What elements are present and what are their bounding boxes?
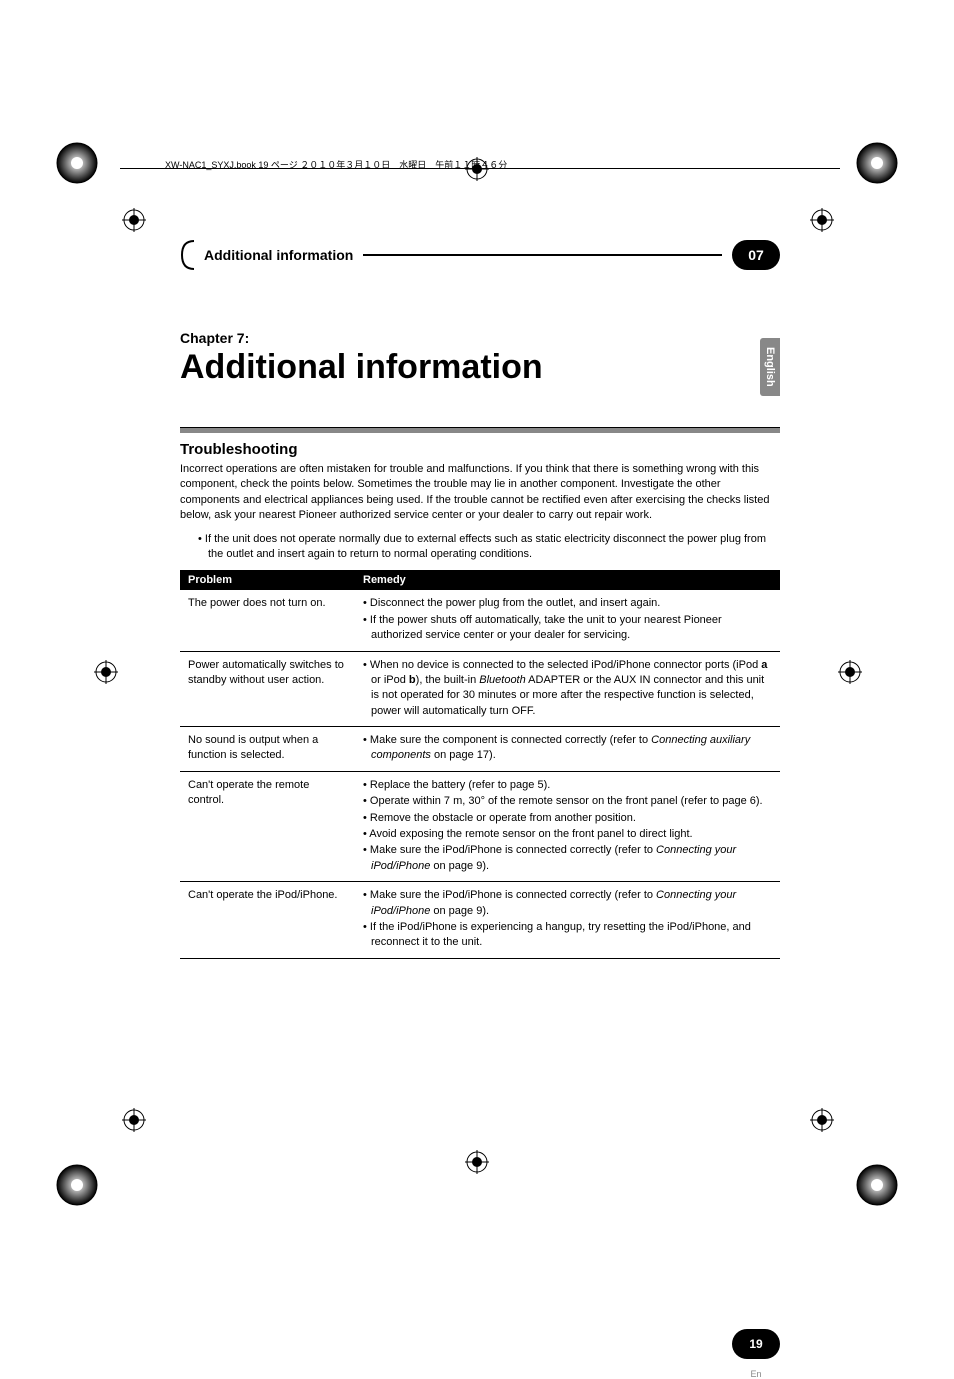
table-row: Power automatically switches to standby …	[180, 651, 780, 727]
remedy-item: • Make sure the iPod/iPhone is connected…	[363, 843, 772, 874]
page-content: Additional information 07 English Chapte…	[180, 240, 780, 959]
corner-gradient-bl	[56, 1164, 98, 1206]
problem-cell: The power does not turn on.	[180, 590, 355, 651]
page-number-badge: 19	[732, 1329, 780, 1359]
problem-cell: No sound is output when a function is se…	[180, 727, 355, 772]
remedy-item: • Replace the battery (refer to page 5).	[363, 778, 772, 793]
remedy-item: • Remove the obstacle or operate from an…	[363, 811, 772, 826]
corner-gradient-tr	[856, 142, 898, 184]
registration-mark	[810, 208, 834, 232]
remedy-item: • Operate within 7 m, 30° of the remote …	[363, 794, 772, 809]
remedy-cell: • When no device is connected to the sel…	[355, 651, 780, 727]
section-intro: Incorrect operations are often mistaken …	[180, 462, 780, 524]
bracket-icon	[180, 240, 194, 270]
remedy-item: • Make sure the component is connected c…	[363, 733, 772, 764]
col-remedy: Remedy	[355, 570, 780, 590]
registration-mark	[810, 1108, 834, 1132]
remedy-item: • Make sure the iPod/iPhone is connected…	[363, 888, 772, 919]
registration-mark	[465, 1150, 489, 1174]
crop-note: XW-NAC1_SYXJ.book 19 ページ ２０１０年３月１０日 水曜日 …	[165, 158, 507, 171]
remedy-item: • If the iPod/iPhone is experiencing a h…	[363, 920, 772, 951]
chapter-title: Additional information	[180, 348, 780, 387]
table-row: Can't operate the iPod/iPhone. • Make sur…	[180, 882, 780, 959]
table-row: The power does not turn on. • Disconnect …	[180, 590, 780, 651]
registration-mark	[838, 660, 862, 684]
header-bar: Additional information 07	[180, 240, 780, 270]
header-badge: 07	[732, 240, 780, 270]
remedy-cell: • Disconnect the power plug from the out…	[355, 590, 780, 651]
problem-cell: Can't operate the iPod/iPhone.	[180, 882, 355, 959]
table-row: Can't operate the remote control.• Repla…	[180, 771, 780, 881]
registration-mark	[94, 660, 118, 684]
remedy-cell: • Replace the battery (refer to page 5).…	[355, 771, 780, 881]
page-footer-lang: En	[732, 1369, 780, 1379]
remedy-cell: • Make sure the iPod/iPhone is connected…	[355, 882, 780, 959]
corner-gradient-tl	[56, 142, 98, 184]
header-line	[363, 255, 722, 256]
registration-mark	[122, 208, 146, 232]
problem-cell: Power automatically switches to standby …	[180, 651, 355, 727]
chapter-label: Chapter 7:	[180, 330, 780, 346]
problem-cell: Can't operate the remote control.	[180, 771, 355, 881]
remedy-item: • Disconnect the power plug from the out…	[363, 596, 772, 611]
header-title: Additional information	[204, 247, 353, 263]
col-problem: Problem	[180, 570, 355, 590]
troubleshoot-table: Problem Remedy The power does not turn o…	[180, 570, 780, 958]
remedy-item: • When no device is connected to the sel…	[363, 658, 772, 720]
section-divider	[180, 427, 780, 433]
corner-gradient-br	[856, 1164, 898, 1206]
section-bullet: • If the unit does not operate normally …	[180, 532, 780, 563]
remedy-item: • Avoid exposing the remote sensor on th…	[363, 827, 772, 842]
section-title: Troubleshooting	[180, 441, 780, 458]
table-row: No sound is output when a function is se…	[180, 727, 780, 772]
remedy-item: • If the power shuts off automatically, …	[363, 613, 772, 644]
registration-mark	[122, 1108, 146, 1132]
language-tab: English	[760, 338, 780, 396]
remedy-cell: • Make sure the component is connected c…	[355, 727, 780, 772]
